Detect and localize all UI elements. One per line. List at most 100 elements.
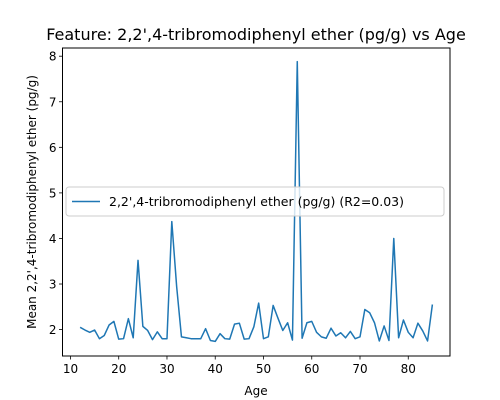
y-tick-label: 8 <box>49 50 57 64</box>
data-point <box>316 332 318 334</box>
y-axis-label: Mean 2,2',4-tribromodiphenyl ether (pg/g… <box>25 75 39 329</box>
x-tick-label: 60 <box>304 362 319 376</box>
data-point <box>296 61 298 63</box>
data-point <box>263 338 265 340</box>
data-point <box>79 327 81 329</box>
data-point <box>234 323 236 325</box>
x-axis: 10 20 30 40 50 60 70 80 <box>63 356 416 376</box>
x-tick-label: 50 <box>256 362 271 376</box>
data-point <box>137 260 139 262</box>
x-tick-label: 20 <box>111 362 126 376</box>
data-point <box>166 338 168 340</box>
data-point <box>383 325 385 327</box>
data-point <box>103 335 105 337</box>
data-point <box>161 338 163 340</box>
data-point <box>268 336 270 338</box>
data-point <box>321 336 323 338</box>
data-point <box>200 338 202 340</box>
x-tick-label: 40 <box>208 362 223 376</box>
data-point <box>258 302 260 304</box>
data-point <box>118 338 120 340</box>
legend-box <box>65 186 445 217</box>
x-tick-label: 10 <box>63 362 78 376</box>
data-point <box>214 341 216 343</box>
data-point <box>427 340 429 342</box>
data-point <box>239 322 241 324</box>
data-point <box>388 340 390 342</box>
data-point <box>345 337 347 339</box>
data-point <box>282 330 284 332</box>
plot-lines <box>79 60 434 343</box>
series-line-0 <box>79 60 434 343</box>
data-point <box>185 337 187 339</box>
data-point <box>84 329 86 331</box>
x-tick-label: 70 <box>352 362 367 376</box>
data-point <box>393 238 395 240</box>
data-point <box>176 285 178 287</box>
y-tick-label: 4 <box>49 232 57 246</box>
data-point <box>306 322 308 324</box>
data-point <box>272 305 274 307</box>
data-point <box>147 330 149 332</box>
data-point <box>364 309 366 311</box>
data-point <box>277 317 279 319</box>
data-point <box>432 304 434 306</box>
data-point <box>325 337 327 339</box>
data-point <box>403 319 405 321</box>
legend-label: 2,2',4-tribromodiphenyl ether (pg/g) (R2… <box>109 194 404 209</box>
data-point <box>374 322 376 324</box>
data-point <box>369 312 371 314</box>
data-point <box>108 324 110 326</box>
data-point <box>350 331 352 333</box>
data-point <box>219 333 221 335</box>
data-point <box>224 338 226 340</box>
data-point <box>248 338 250 340</box>
data-point <box>210 340 212 342</box>
y-tick-label: 2 <box>49 323 57 337</box>
data-point <box>335 335 337 337</box>
data-point <box>379 340 381 342</box>
plot-frame <box>62 47 451 357</box>
y-tick-label: 5 <box>49 186 57 200</box>
data-point <box>113 321 115 323</box>
data-point <box>152 339 154 341</box>
data-point <box>301 337 303 339</box>
data-point <box>205 328 207 330</box>
data-point <box>195 338 197 340</box>
data-point <box>94 329 96 331</box>
data-point <box>287 322 289 324</box>
data-point <box>330 327 332 329</box>
data-point <box>253 326 255 328</box>
data-point <box>407 332 409 334</box>
data-point <box>311 321 313 323</box>
data-point <box>142 326 144 328</box>
data-point <box>354 338 356 340</box>
data-point <box>292 339 294 341</box>
data-point <box>132 337 134 339</box>
data-point <box>99 338 101 340</box>
data-point <box>181 336 183 338</box>
chart-title: Feature: 2,2',4-tribromodiphenyl ether (… <box>46 25 466 44</box>
y-axis: 2 3 4 5 6 7 8 <box>49 50 63 337</box>
data-point <box>422 330 424 332</box>
data-point <box>157 331 159 333</box>
data-point <box>359 336 361 338</box>
y-tick-label: 6 <box>49 141 57 155</box>
data-point <box>171 221 173 223</box>
y-tick-label: 3 <box>49 278 57 292</box>
x-axis-label: Age <box>244 384 267 398</box>
x-tick-label: 80 <box>401 362 416 376</box>
data-point <box>412 337 414 339</box>
data-point <box>89 332 91 334</box>
legend: 2,2',4-tribromodiphenyl ether (pg/g) (R2… <box>65 186 445 217</box>
data-point <box>128 318 130 320</box>
data-point <box>340 332 342 334</box>
x-tick-label: 30 <box>159 362 174 376</box>
data-point <box>229 338 231 340</box>
data-point <box>417 322 419 324</box>
data-point <box>190 338 192 340</box>
data-point <box>243 338 245 340</box>
data-point <box>123 338 125 340</box>
y-tick-label: 7 <box>49 95 57 109</box>
